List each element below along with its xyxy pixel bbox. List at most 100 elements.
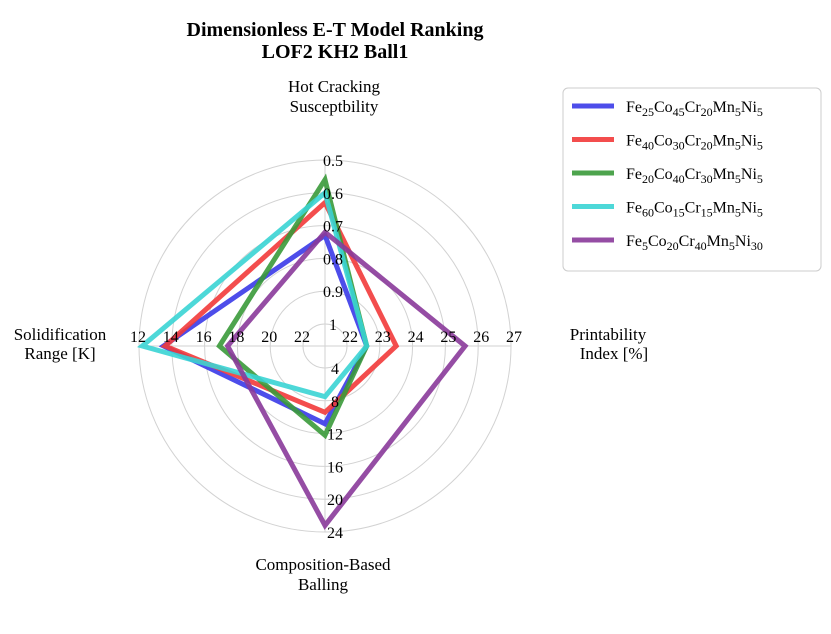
legend-element: Co [654, 200, 673, 217]
tick-label: 16 [196, 329, 212, 346]
legend-element: Ni [741, 166, 758, 183]
legend-subscript: 5 [735, 139, 741, 153]
legend-entry-3: Fe60Co15Cr15Mn5Ni5 [626, 200, 763, 220]
legend-entry-0: Fe25Co45Cr20Mn5Ni5 [626, 99, 763, 119]
tick-label: 12 [130, 329, 146, 346]
tick-label: 24 [408, 329, 424, 346]
legend-subscript: 20 [701, 139, 713, 153]
legend-element: Mn [713, 200, 735, 217]
tick-label: 23 [375, 329, 391, 346]
tick-label: 22 [342, 329, 358, 346]
legend-element: Fe [626, 233, 642, 250]
legend-element: Cr [685, 99, 702, 116]
legend-element: Ni [741, 99, 758, 116]
tick-label: 16 [327, 459, 343, 476]
legend-element: Fe [626, 133, 642, 150]
series-line-1 [160, 198, 400, 416]
legend-element: Mn [713, 99, 735, 116]
tick-label: 27 [506, 329, 522, 346]
radar-tick-labels: 0.5 0.6 0.7 0.8 0.9 1 22 23 24 25 26 27 4 8 12 16 20 24 22… [130, 153, 522, 542]
legend-element: Mn [713, 166, 735, 183]
axis-label-sr: Range [K] [24, 344, 95, 363]
tick-label: 8 [331, 394, 339, 411]
legend-element: Cr [679, 233, 696, 250]
tick-label: 22 [294, 329, 310, 346]
legend-subscript: 25 [642, 105, 654, 119]
legend-subscript: 15 [701, 206, 713, 220]
legend-frame [562, 87, 822, 272]
series-line-0 [158, 231, 370, 428]
axis-label-pi: Printability [570, 325, 647, 344]
tick-label: 0.8 [323, 251, 343, 268]
legend-element: Co [654, 166, 673, 183]
tick-label: 0.7 [323, 219, 343, 236]
tick-label: 0.6 [323, 186, 343, 203]
radar-grid [138, 159, 512, 533]
chart-title-line: Dimensionless E-T Model Ranking [187, 19, 484, 41]
radar-series [137, 173, 469, 530]
legend-subscript: 20 [701, 105, 713, 119]
legend-subscript: 5 [757, 172, 763, 186]
axis-label-cbb: Balling [298, 575, 349, 594]
chart-title-line: LOF2 KH2 Ball1 [262, 41, 409, 63]
legend-element: Fe [626, 200, 642, 217]
legend-subscript: 40 [642, 139, 654, 153]
legend-subscript: 60 [642, 206, 654, 220]
legend-element: Mn [713, 133, 735, 150]
legend-element: Fe [626, 99, 642, 116]
legend-subscript: 5 [757, 105, 763, 119]
tick-label: 25 [440, 329, 456, 346]
legend-subscript: 30 [673, 139, 685, 153]
tick-label: 0.5 [323, 153, 343, 170]
tick-label: 18 [228, 329, 244, 346]
legend-element: Ni [735, 233, 752, 250]
legend-subscript: 5 [735, 172, 741, 186]
tick-label: 1 [329, 317, 337, 334]
legend-element: Co [654, 99, 673, 116]
legend-element: Co [648, 233, 667, 250]
legend-subscript: 5 [757, 139, 763, 153]
series-line-3 [137, 188, 370, 400]
axis-label-pi: Index [%] [580, 344, 648, 363]
series-line-4 [224, 228, 469, 530]
legend-subscript: 45 [673, 105, 685, 119]
axis-label-cbb: Composition-Based [255, 555, 391, 574]
legend-subscript: 5 [729, 239, 735, 253]
legend-subscript: 40 [695, 239, 707, 253]
tick-label: 12 [327, 427, 343, 444]
legend-subscript: 5 [642, 239, 648, 253]
legend-element: Fe [626, 166, 642, 183]
legend-subscript: 20 [642, 172, 654, 186]
legend-subscript: 30 [701, 172, 713, 186]
axis-label-sr: Solidification [14, 325, 107, 344]
legend-element: Ni [741, 200, 758, 217]
tick-label: 20 [327, 492, 343, 509]
legend-element: Ni [741, 133, 758, 150]
legend-subscript: 5 [757, 206, 763, 220]
legend-subscript: 20 [667, 239, 679, 253]
axis-label-hcs: Hot Cracking [288, 77, 381, 96]
tick-label: 4 [331, 361, 339, 378]
tick-label: 26 [473, 329, 489, 346]
legend-entry-4: Fe5Co20Cr40Mn5Ni30 [626, 233, 763, 253]
legend-entry-1: Fe40Co30Cr20Mn5Ni5 [626, 133, 763, 153]
legend-subscript: 5 [735, 105, 741, 119]
legend-subscript: 5 [735, 206, 741, 220]
legend-entry-2: Fe20Co40Cr30Mn5Ni5 [626, 166, 763, 186]
chart-legend: Fe25Co45Cr20Mn5Ni5Fe40Co30Cr20Mn5Ni5Fe20… [562, 87, 822, 272]
legend-element: Co [654, 133, 673, 150]
legend-element: Cr [685, 133, 702, 150]
tick-label: 0.9 [323, 284, 343, 301]
legend-element: Mn [707, 233, 729, 250]
axis-label-hcs: Susceptbility [290, 97, 379, 116]
legend-subscript: 40 [673, 172, 685, 186]
legend-element: Cr [685, 166, 702, 183]
legend-subscript: 15 [673, 206, 685, 220]
tick-label: 24 [327, 525, 343, 542]
tick-label: 20 [261, 329, 277, 346]
legend-subscript: 30 [751, 239, 763, 253]
legend-element: Cr [685, 200, 702, 217]
